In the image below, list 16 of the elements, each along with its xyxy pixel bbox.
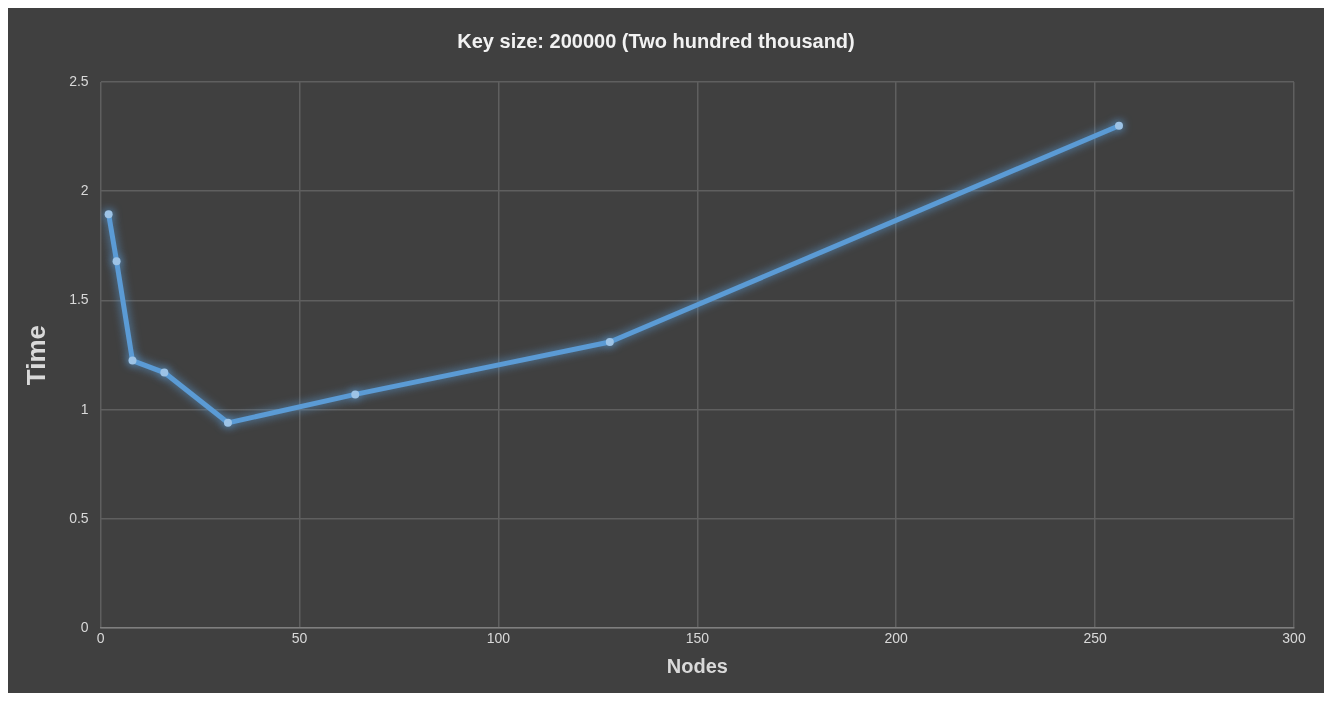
- y-tick-label: 1.5: [69, 291, 89, 308]
- x-tick-label: 300: [1282, 630, 1306, 647]
- x-tick-label: 200: [884, 630, 909, 647]
- y-axis-title: Time: [20, 324, 51, 386]
- x-tick-label: 0: [96, 630, 105, 647]
- y-tick-label: 2: [80, 182, 89, 199]
- y-tick-label: 1: [80, 400, 89, 417]
- x-tick-label: 150: [685, 630, 710, 647]
- x-tick-label: 50: [291, 630, 308, 647]
- x-tick-label: 100: [486, 630, 511, 647]
- chart-title: Key size: 200000 (Two hundred thousand): [457, 29, 855, 52]
- y-tick-label: 0: [80, 619, 89, 636]
- y-tick-label: 0.5: [69, 509, 89, 526]
- x-tick-label: 250: [1083, 630, 1107, 647]
- y-tick-label: 2.5: [69, 72, 89, 89]
- x-axis-title: Nodes: [666, 654, 728, 677]
